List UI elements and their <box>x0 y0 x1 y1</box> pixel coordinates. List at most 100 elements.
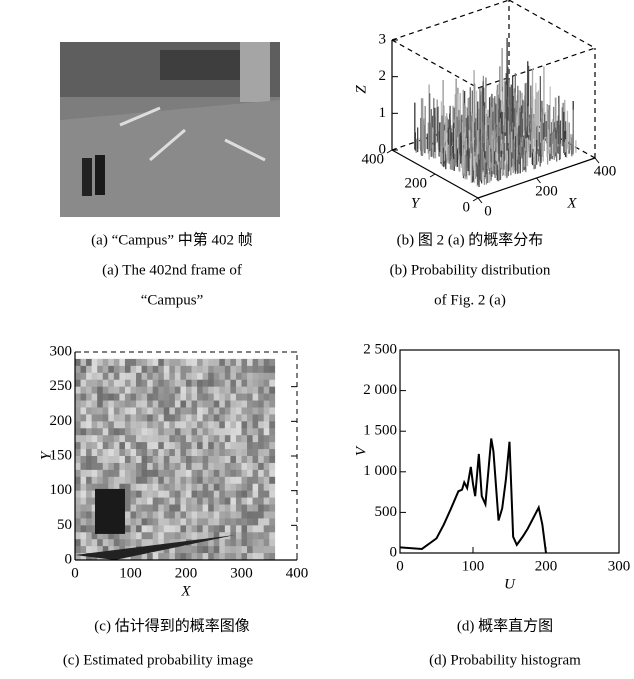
texture-cell <box>230 463 236 470</box>
texture-cell <box>219 456 225 463</box>
texture-cell <box>230 435 236 442</box>
texture-cell <box>236 498 242 505</box>
texture-cell <box>253 373 259 380</box>
texture-cell <box>242 366 248 373</box>
texture-cell <box>142 442 148 449</box>
texture-cell <box>75 553 81 560</box>
texture-cell <box>142 525 148 532</box>
texture-cell <box>203 532 209 539</box>
texture-cell <box>108 387 114 394</box>
texture-cell <box>114 463 120 470</box>
texture-cell <box>197 401 203 408</box>
texture-cell <box>192 428 198 435</box>
texture-cell <box>208 366 214 373</box>
texture-cell <box>208 511 214 518</box>
texture-cell <box>92 380 98 387</box>
texture-cell <box>103 373 109 380</box>
texture-cell <box>92 414 98 421</box>
texture-cell <box>253 463 259 470</box>
texture-cell <box>114 394 120 401</box>
texture-cell <box>119 407 125 414</box>
texture-cell <box>81 366 87 373</box>
texture-cell <box>180 505 186 512</box>
caption: (b) 图 2 (a) 的概率分布 <box>397 231 544 248</box>
x-tick-label: 400 <box>286 565 309 581</box>
texture-cell <box>225 498 231 505</box>
texture-cell <box>186 373 192 380</box>
x-tick-label: 200 <box>175 565 198 581</box>
texture-cell <box>264 470 270 477</box>
texture-cell <box>136 498 142 505</box>
texture-cell <box>219 387 225 394</box>
texture-cell <box>236 394 242 401</box>
texture-cell <box>203 505 209 512</box>
texture-cell <box>158 491 164 498</box>
texture-cell <box>264 463 270 470</box>
texture-cell <box>180 366 186 373</box>
texture-cell <box>92 373 98 380</box>
texture-cell <box>269 525 275 532</box>
texture-cell <box>92 442 98 449</box>
texture-cell <box>131 428 137 435</box>
texture-cell <box>186 401 192 408</box>
texture-cell <box>153 380 159 387</box>
texture-cell <box>114 449 120 456</box>
texture-cell <box>125 421 131 428</box>
texture-cell <box>147 387 153 394</box>
texture-cell <box>264 366 270 373</box>
texture-cell <box>108 456 114 463</box>
texture-cell <box>169 484 175 491</box>
texture-cell <box>242 373 248 380</box>
texture-cell <box>175 505 181 512</box>
texture-cell <box>81 435 87 442</box>
texture-cell <box>75 505 81 512</box>
texture-cell <box>258 484 264 491</box>
texture-cell <box>114 401 120 408</box>
texture-cell <box>142 373 148 380</box>
texture-cell <box>197 380 203 387</box>
texture-cell <box>247 525 253 532</box>
texture-cell <box>192 414 198 421</box>
texture-cell <box>258 498 264 505</box>
texture-cell <box>86 442 92 449</box>
texture-cell <box>142 401 148 408</box>
texture-cell <box>92 366 98 373</box>
texture-cell <box>242 456 248 463</box>
texture-cell <box>230 414 236 421</box>
texture-cell <box>81 401 87 408</box>
texture-cell <box>269 532 275 539</box>
texture-cell <box>175 463 181 470</box>
texture-cell <box>75 525 81 532</box>
texture-cell <box>203 428 209 435</box>
texture-cell <box>119 394 125 401</box>
texture-cell <box>180 546 186 553</box>
texture-cell <box>258 442 264 449</box>
texture-cell <box>219 539 225 546</box>
texture-cell <box>219 491 225 498</box>
texture-cell <box>142 435 148 442</box>
texture-cell <box>103 539 109 546</box>
texture-cell <box>253 491 259 498</box>
texture-cell <box>203 359 209 366</box>
texture-cell <box>81 394 87 401</box>
texture-cell <box>203 477 209 484</box>
texture-cell <box>86 449 92 456</box>
texture-cell <box>203 546 209 553</box>
texture-cell <box>247 421 253 428</box>
texture-cell <box>158 442 164 449</box>
texture-cell <box>86 407 92 414</box>
texture-cell <box>197 387 203 394</box>
texture-cell <box>136 511 142 518</box>
texture-cell <box>164 525 170 532</box>
x-tick-label: 0 <box>71 565 79 581</box>
texture-cell <box>108 435 114 442</box>
texture-cell <box>81 428 87 435</box>
texture-cell <box>186 470 192 477</box>
texture-cell <box>236 387 242 394</box>
texture-cell <box>136 449 142 456</box>
texture-cell <box>247 532 253 539</box>
texture-cell <box>142 366 148 373</box>
texture-cell <box>236 366 242 373</box>
texture-cell <box>219 394 225 401</box>
texture-cell <box>197 442 203 449</box>
